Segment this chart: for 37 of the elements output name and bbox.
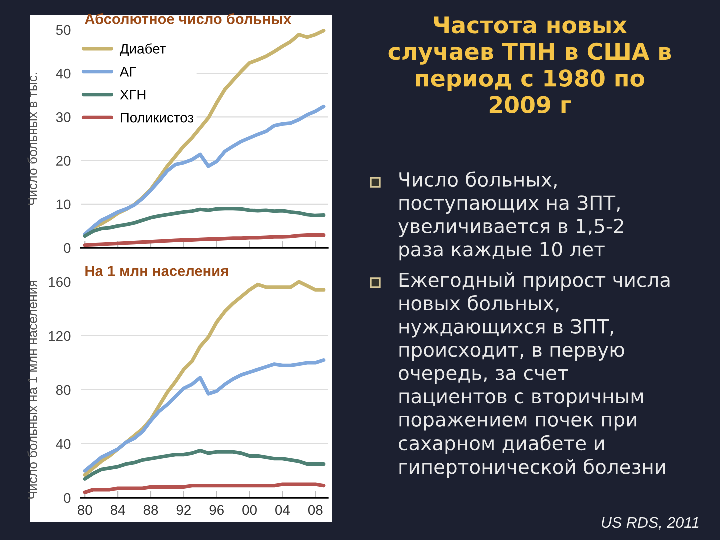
y-tick-label: 30 [56, 112, 71, 122]
chart-title: На 1 млн населения [86, 266, 228, 276]
line-series [83, 482, 326, 494]
text: Ежегодный прирост числа новых больных, нуждающихся в ЗПТ, происходит, в первую очередь, за счет пациентов с вторичным поражением почек при сахарном диабете и гипертонической болезни [399, 272, 670, 478]
y-tick-label: 40 [56, 68, 71, 79]
chart-title: Абсолютное число больных [85, 14, 292, 24]
line-series [83, 206, 326, 238]
y-tick-label: 160 [49, 277, 71, 288]
y-tick-label: 120 [49, 331, 71, 342]
y-tick-label: 0 [64, 493, 71, 504]
y-axis-title: Число больных на 1 млн населения [28, 281, 38, 499]
y-tick-label: 0 [64, 243, 71, 254]
x-tick-label: 00 [242, 505, 257, 516]
text: US RDS, 2011 [602, 517, 699, 530]
x-tick-label: 80 [78, 505, 92, 516]
legend-label: Поликистоз [121, 113, 194, 123]
legend-label: АГ [120, 67, 136, 77]
legend-label: ХГН [120, 90, 146, 100]
line-series [83, 358, 326, 473]
y-tick-label: 80 [56, 385, 71, 396]
text: Частота новых случаев ТПН в США в период с 1980 по 2009 г [388, 16, 672, 114]
x-tick-label: 96 [210, 505, 224, 516]
x-tick-label: 08 [308, 505, 323, 516]
y-tick-label: 50 [56, 25, 71, 36]
y-tick-label: 20 [56, 156, 71, 166]
x-tick-label: 92 [176, 505, 191, 516]
legend-label: Диабет [120, 44, 166, 57]
line-series [83, 234, 326, 248]
x-tick-label: 84 [110, 505, 126, 516]
text: Число больных, поступающих на ЗПТ, увеличивается в 1,5-2 раза каждые 10 лет [398, 172, 624, 261]
y-axis-title: Число больных в тыс. [28, 73, 38, 206]
y-tick-label: 40 [56, 439, 71, 450]
x-tick-label: 04 [276, 505, 290, 516]
y-tick-label: 10 [56, 200, 71, 210]
line-series [83, 448, 326, 481]
x-tick-label: 88 [144, 505, 158, 516]
line-series [83, 104, 326, 236]
